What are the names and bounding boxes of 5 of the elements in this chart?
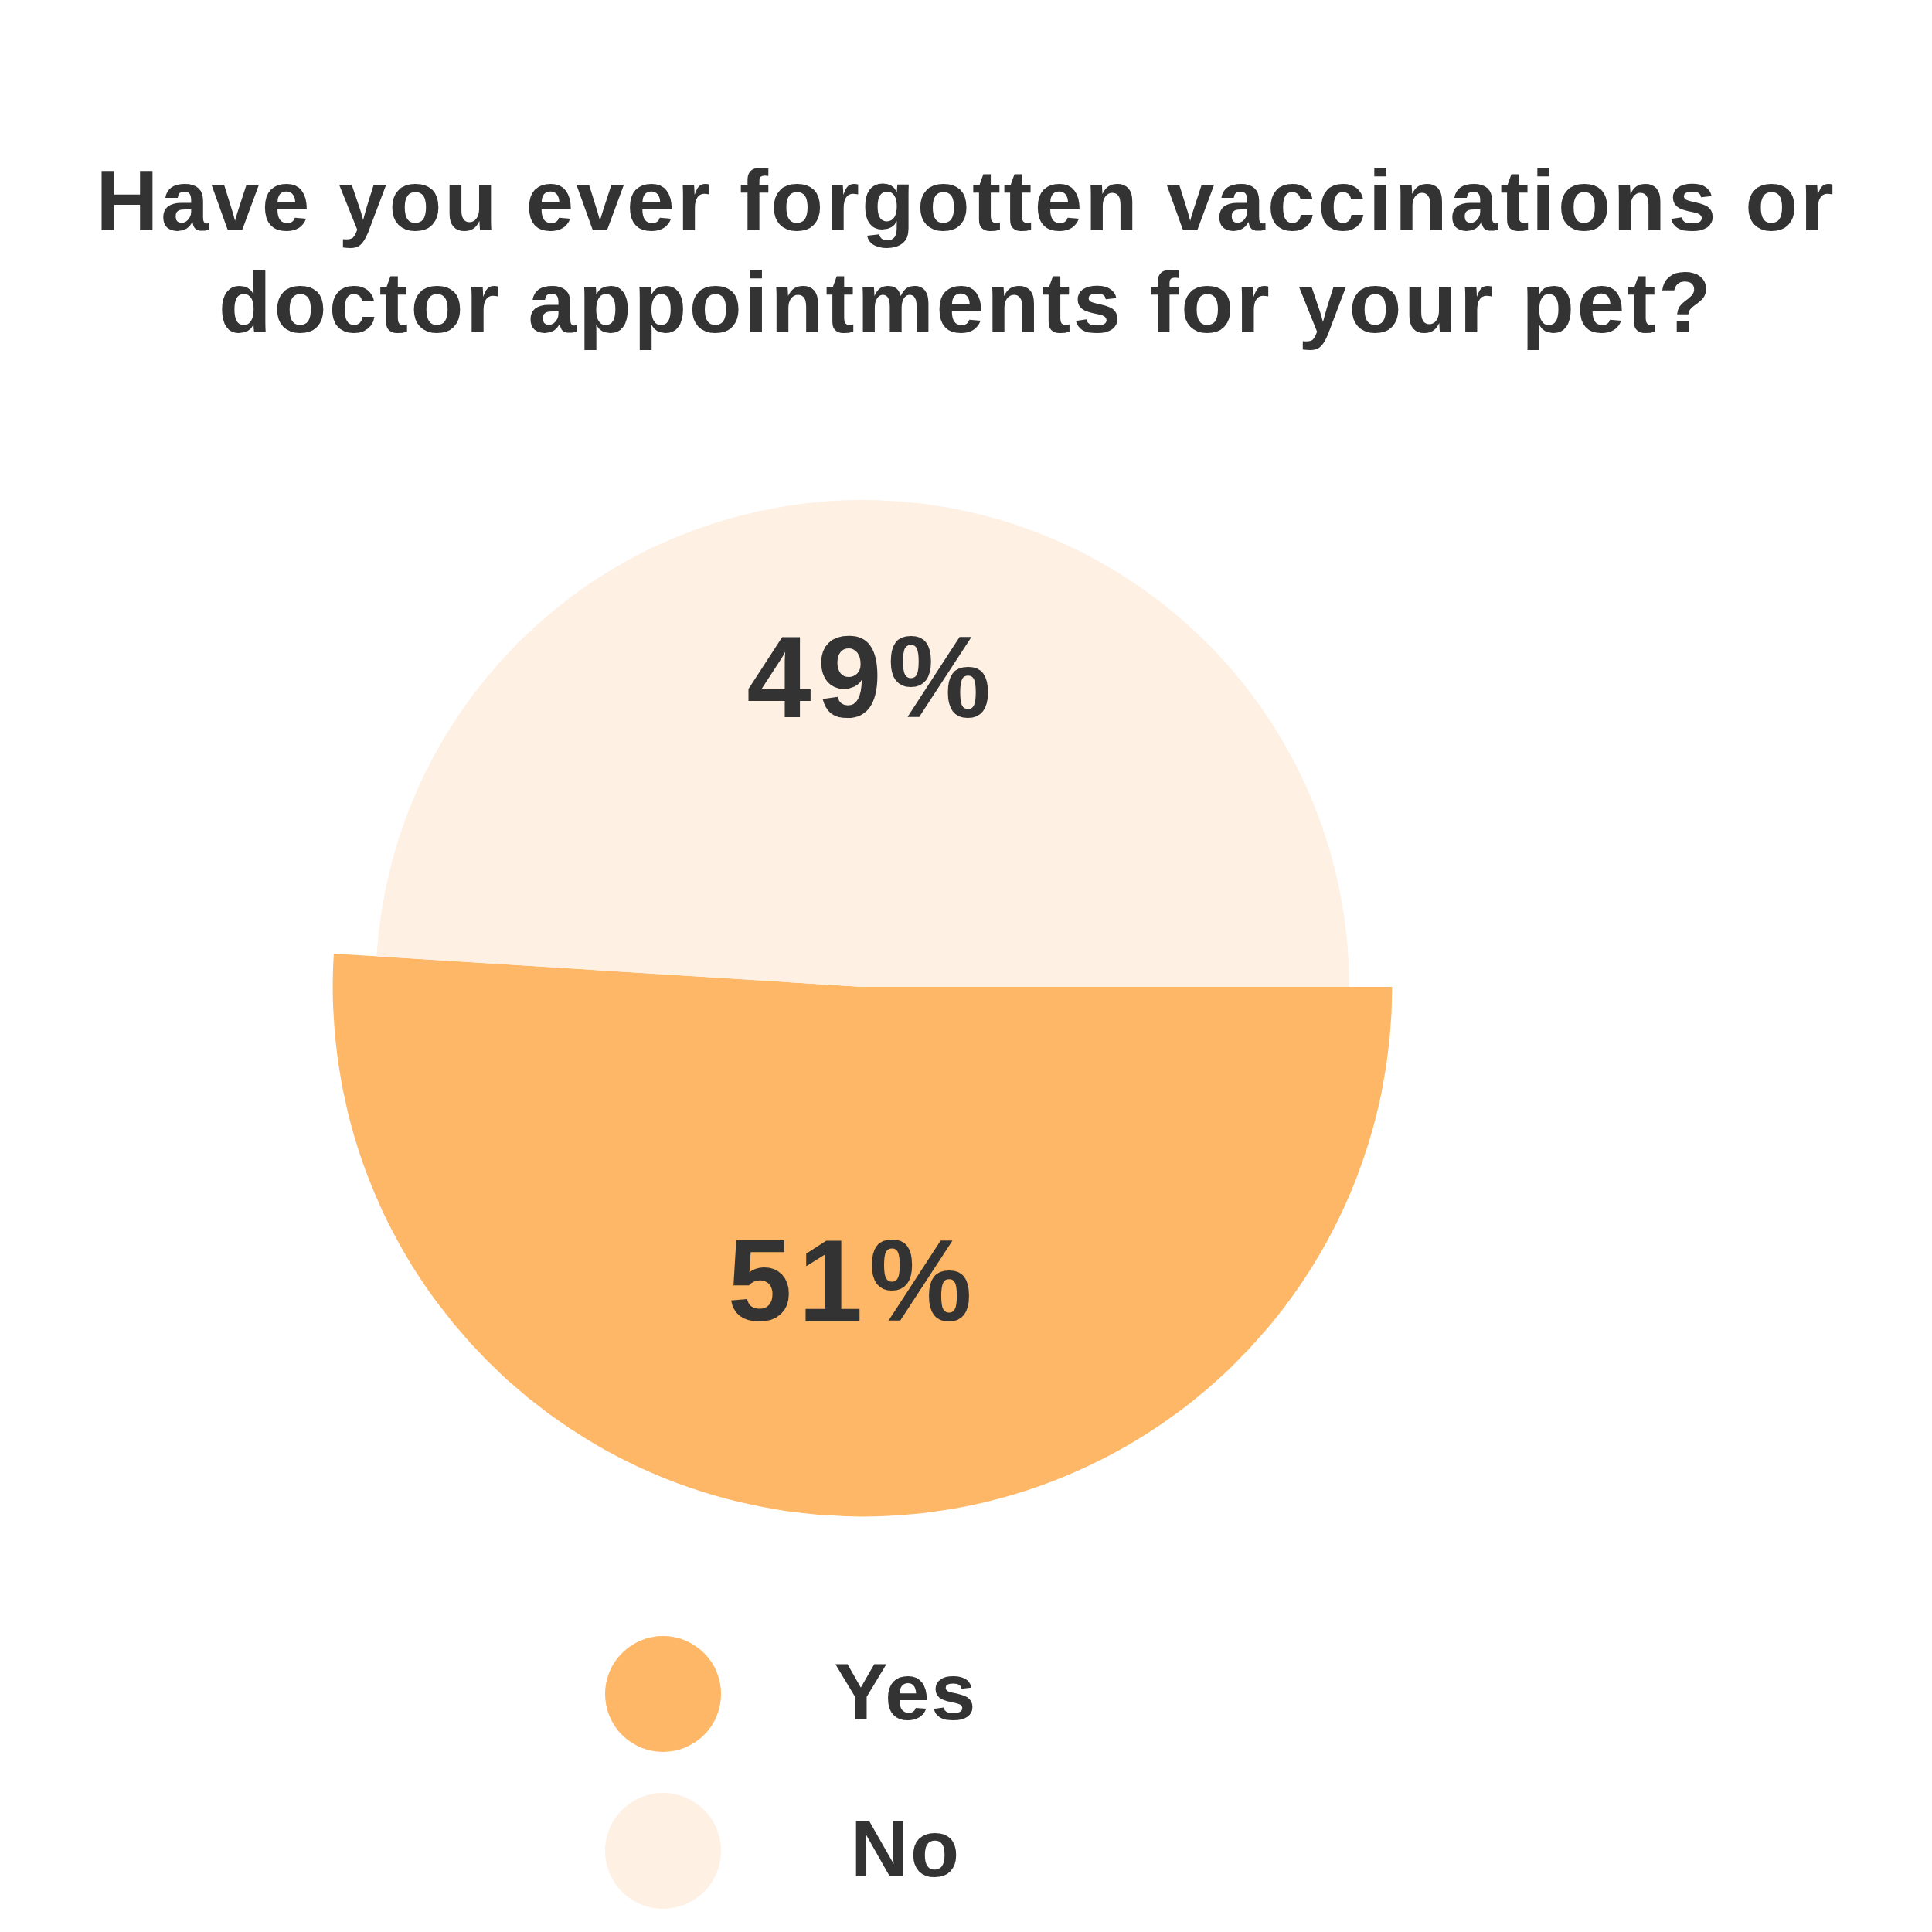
data-label: 49% [747,611,998,742]
legend-label: No [850,1803,961,1893]
legend-label: Yes [834,1646,978,1736]
data-label: 51% [727,1215,978,1345]
chart-title: Have you ever forgotten vaccinations or doctor appointments for your pet? [96,152,1836,351]
